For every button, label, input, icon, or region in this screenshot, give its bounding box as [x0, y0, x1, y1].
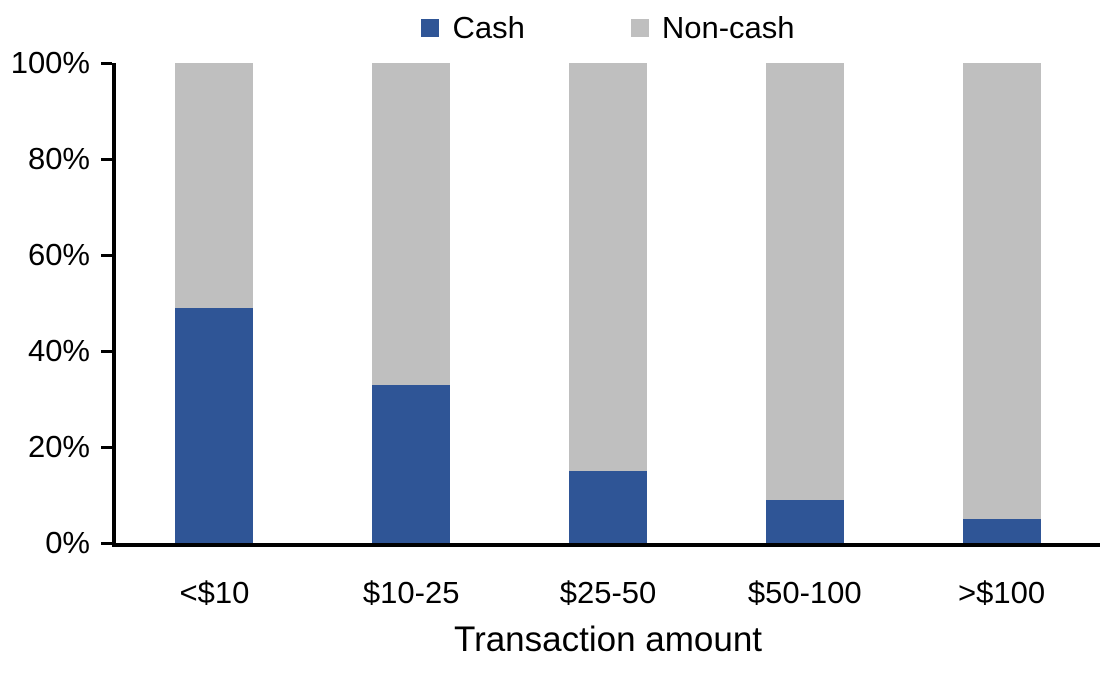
- stacked-bar: [372, 63, 451, 543]
- stacked-bar: [962, 63, 1041, 543]
- legend-label-cash: Cash: [452, 10, 525, 45]
- legend-item-non-cash: Non-cash: [630, 10, 795, 46]
- x-axis-line: [112, 543, 1100, 547]
- y-axis-tick: [101, 350, 112, 353]
- legend-item-cash: Cash: [421, 10, 525, 46]
- legend-swatch-cash-icon: [421, 19, 440, 37]
- y-axis-tick: [101, 62, 112, 65]
- bar-slot: [903, 63, 1100, 543]
- legend-label-non-cash: Non-cash: [661, 10, 795, 45]
- legend: Cash Non-cash: [116, 10, 1100, 46]
- bar-segment-non-cash: [962, 63, 1041, 519]
- y-tick-label: 40%: [27, 333, 90, 368]
- bar-segment-non-cash: [372, 63, 451, 385]
- bar-segment-cash: [568, 471, 647, 543]
- bar-slot: [116, 63, 313, 543]
- x-axis-tick-labels: <$10 $10-25 $25-50 $50-100 >$100: [116, 576, 1100, 610]
- y-tick-label: 60%: [27, 237, 90, 272]
- bar-segment-non-cash: [765, 63, 844, 500]
- x-axis-title: Transaction amount: [453, 620, 763, 659]
- bar-segment-non-cash: [568, 63, 647, 471]
- y-axis-tick: [101, 542, 112, 545]
- y-axis-tick: [101, 158, 112, 161]
- x-tick-label: <$10: [179, 575, 250, 610]
- bar-segment-cash: [962, 519, 1041, 543]
- y-tick-label: 20%: [27, 429, 90, 464]
- x-tick-label: >$100: [958, 575, 1046, 610]
- y-tick-label: 100%: [10, 45, 90, 80]
- y-tick-label: 80%: [27, 141, 90, 176]
- y-axis-line: [112, 63, 116, 547]
- bar-slot: [510, 63, 707, 543]
- x-tick-label: $10-25: [362, 575, 460, 610]
- bar-segment-cash: [765, 499, 844, 543]
- stacked-bar: [175, 63, 254, 543]
- bar-slot: [706, 63, 903, 543]
- stacked-bar: [568, 63, 647, 543]
- stacked-bar: [765, 63, 844, 543]
- bar-segment-cash: [372, 384, 451, 543]
- y-axis-tick: [101, 446, 112, 449]
- y-axis-tick: [101, 254, 112, 257]
- bar-slot: [313, 63, 510, 543]
- legend-swatch-non-cash-icon: [630, 19, 649, 37]
- x-tick-label: $25-50: [559, 575, 657, 610]
- bar-segment-cash: [175, 307, 254, 543]
- bar-segment-non-cash: [175, 63, 254, 308]
- plot-area: [116, 63, 1100, 543]
- y-tick-label: 0%: [45, 525, 90, 560]
- x-tick-label: $50-100: [747, 575, 862, 610]
